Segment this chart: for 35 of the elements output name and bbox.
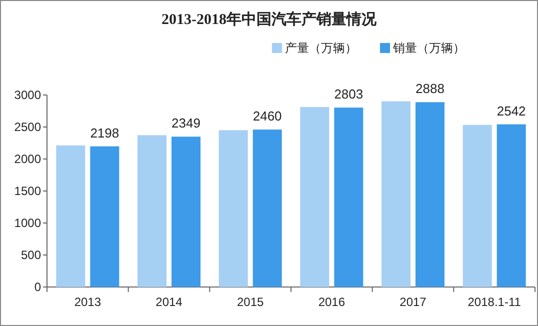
data-label: 2198 <box>90 125 120 140</box>
bar <box>462 124 492 287</box>
y-tick-label: 3000 <box>14 88 42 102</box>
data-label: 2460 <box>252 108 282 124</box>
data-label: 2888 <box>416 81 444 96</box>
x-tick-label: 2015 <box>236 295 264 309</box>
bar <box>56 145 86 287</box>
y-tick-label: 1500 <box>14 184 42 198</box>
bar <box>172 136 200 287</box>
legend-label: 产量（万辆） <box>285 41 357 55</box>
bar <box>218 130 248 287</box>
bar <box>382 101 410 287</box>
data-label: 2803 <box>334 86 364 102</box>
data-label: 2349 <box>172 116 200 131</box>
bar <box>334 108 364 287</box>
plot: 0 500 1000 1500 2000 2500 3000 2013 2014 2015 2016 2017 2018.1-11 2198 2349 2460 2803 2888 2542 <box>14 81 536 309</box>
bar <box>252 130 282 287</box>
x-tick-label: 2013 <box>74 295 102 309</box>
chart-title: 2013-2018年中国汽车产销量情况 <box>162 10 378 28</box>
bar <box>300 107 330 287</box>
bar <box>496 124 526 287</box>
y-tick-label: 0 <box>34 280 42 294</box>
data-label: 2542 <box>496 103 526 118</box>
x-tick-label: 2016 <box>318 295 346 309</box>
y-tick-label: 1000 <box>14 216 42 230</box>
x-tick-label: 2014 <box>156 295 183 309</box>
bar <box>90 146 120 287</box>
y-tick-label: 2500 <box>14 120 42 134</box>
x-tick-label: 2017 <box>400 295 427 309</box>
x-tick-label: 2018.1-11 <box>468 295 522 309</box>
y-tick-label: 500 <box>20 248 42 262</box>
y-tick-label: 2000 <box>14 152 42 166</box>
legend-label: 销量（万辆） <box>392 41 465 55</box>
bar <box>138 135 166 287</box>
bar <box>416 102 444 287</box>
